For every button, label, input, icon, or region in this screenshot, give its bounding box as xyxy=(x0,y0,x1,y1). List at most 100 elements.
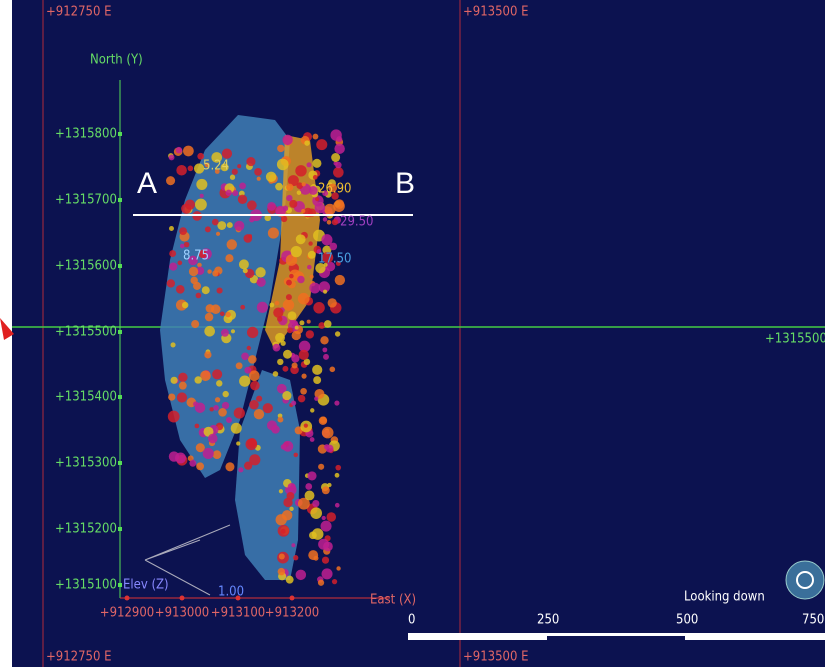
sample xyxy=(326,512,337,522)
scale-label: 0 xyxy=(408,613,415,628)
sample xyxy=(323,320,332,328)
sample xyxy=(300,387,307,395)
sample xyxy=(212,369,223,380)
east-axis-label: East (X) xyxy=(370,593,416,608)
sample xyxy=(280,444,287,450)
sample xyxy=(323,289,328,294)
sample-label: 5.24 xyxy=(203,159,229,174)
axis-tick xyxy=(118,264,122,268)
elev-axis-label: Elev (Z) xyxy=(123,578,169,593)
sample xyxy=(222,390,229,398)
sample xyxy=(225,462,235,472)
sample xyxy=(247,200,257,211)
sample xyxy=(326,219,332,225)
sample xyxy=(209,407,214,412)
sample xyxy=(321,556,330,564)
sample xyxy=(325,261,336,272)
sample xyxy=(169,250,177,257)
sample xyxy=(198,249,207,259)
sample xyxy=(297,497,310,510)
sample xyxy=(217,221,227,230)
sample xyxy=(166,279,176,288)
sample xyxy=(256,395,263,402)
sample xyxy=(194,423,200,429)
easting-label: +913500 E xyxy=(463,650,529,665)
sample xyxy=(335,161,342,169)
sample xyxy=(193,281,202,290)
sample xyxy=(286,183,294,191)
compass[interactable] xyxy=(785,560,825,600)
sample xyxy=(296,190,302,195)
sample xyxy=(312,174,318,180)
sample xyxy=(193,163,205,174)
sample xyxy=(291,330,302,341)
sample xyxy=(272,371,279,377)
sample xyxy=(321,515,326,521)
sample xyxy=(282,299,295,311)
sample xyxy=(248,355,257,364)
sample xyxy=(318,463,325,470)
sample xyxy=(290,365,299,375)
sample xyxy=(308,186,318,195)
sample xyxy=(195,292,202,299)
sample xyxy=(286,279,292,286)
sample xyxy=(262,403,273,414)
northing-label: +1315400 xyxy=(55,390,117,405)
sample xyxy=(305,483,313,490)
sample xyxy=(276,158,289,171)
sample xyxy=(240,304,246,310)
scale-segment xyxy=(408,633,547,640)
sample xyxy=(334,472,340,478)
sample xyxy=(247,438,257,448)
sample xyxy=(189,459,197,467)
sample xyxy=(286,492,295,501)
sample xyxy=(277,567,286,576)
sample xyxy=(310,408,315,413)
sample xyxy=(225,311,231,318)
sample xyxy=(287,482,296,492)
sample xyxy=(166,176,176,186)
sample xyxy=(329,366,336,373)
sample xyxy=(334,502,340,508)
sample xyxy=(177,260,183,266)
sample xyxy=(275,182,283,191)
sample xyxy=(309,282,321,294)
sample xyxy=(277,416,284,423)
sample xyxy=(168,226,174,231)
axis-tick xyxy=(118,198,122,202)
sample xyxy=(226,239,237,250)
northing-label: +1315600 xyxy=(55,259,117,274)
sample xyxy=(176,392,188,403)
sample xyxy=(207,433,218,444)
sample xyxy=(197,152,205,160)
sample xyxy=(225,189,232,196)
sample xyxy=(178,372,188,383)
sample xyxy=(204,226,211,233)
easting-tick-label: +912900 xyxy=(100,606,154,621)
sample xyxy=(199,193,204,198)
sample xyxy=(168,154,175,161)
sample xyxy=(255,267,266,278)
sample xyxy=(317,579,325,586)
sample xyxy=(231,168,238,175)
sample xyxy=(316,249,322,254)
sample xyxy=(323,353,329,360)
sample xyxy=(320,336,329,345)
sample xyxy=(318,322,326,329)
northing-label: +1315700 xyxy=(55,193,117,208)
sample xyxy=(264,214,272,222)
sample xyxy=(235,362,243,370)
sample xyxy=(196,178,208,190)
sample xyxy=(322,190,329,197)
sample xyxy=(312,133,319,140)
sample xyxy=(314,396,319,401)
elev-axis xyxy=(144,524,231,596)
sample xyxy=(327,298,337,308)
sample xyxy=(321,486,330,495)
sample xyxy=(283,497,293,508)
sample xyxy=(221,401,230,410)
sample xyxy=(312,158,322,168)
sample xyxy=(287,175,299,187)
sample xyxy=(297,292,310,305)
sample xyxy=(316,139,328,151)
